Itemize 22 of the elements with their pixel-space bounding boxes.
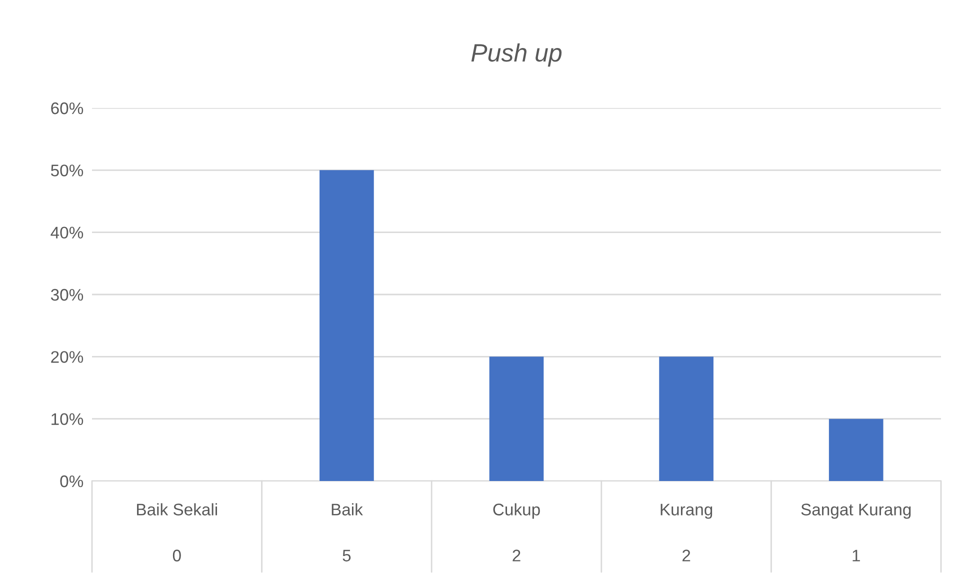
x-tick-label: Cukup: [493, 503, 540, 519]
text: 2: [512, 550, 520, 562]
y-tick-label: 60%: [51, 102, 84, 114]
x-tick-label: Kurang: [660, 504, 712, 519]
y-tick-label: 20%: [51, 351, 84, 363]
x-tick-label: Sangat Kurang: [801, 504, 911, 519]
x-tick-label: Baik Sekali: [137, 503, 217, 516]
text: 0: [172, 550, 181, 562]
text: 1: [852, 550, 860, 562]
y-tick-label: 10%: [52, 413, 84, 426]
y-tick-label: 30%: [50, 288, 84, 301]
y-tick-label: 50%: [50, 164, 84, 176]
x-tick-label: Baik: [332, 503, 363, 516]
bar: [489, 356, 544, 481]
bar: [828, 418, 884, 481]
y-tick-label: 0%: [60, 475, 84, 488]
y-tick-label: 40%: [50, 226, 84, 239]
chart-title: Push up: [471, 43, 562, 67]
text: 5: [342, 550, 351, 562]
bar: [320, 170, 374, 481]
bar: [659, 356, 714, 481]
text: 2: [682, 550, 690, 562]
